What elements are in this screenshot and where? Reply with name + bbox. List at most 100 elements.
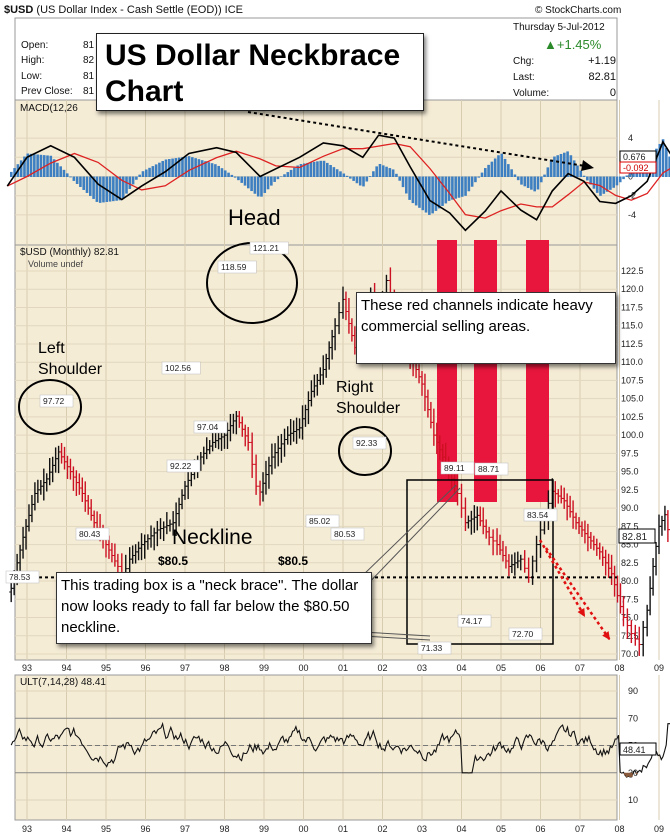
macd-histogram-bar (612, 176, 615, 188)
macd-histogram-bar (605, 176, 609, 192)
macd-histogram-bar (441, 176, 444, 206)
macd-y-tick-label: -4 (628, 210, 636, 220)
macd-histogram-bar (29, 153, 33, 177)
macd-histogram-bar (217, 165, 220, 177)
macd-histogram-bar (487, 164, 490, 177)
macd-histogram-bar (263, 176, 267, 193)
macd-histogram-bar (56, 162, 59, 177)
ult-x-tick-label: 09 (654, 824, 664, 834)
change-pct: ▲+1.45% (544, 37, 602, 52)
price-value-box (474, 462, 509, 476)
macd-histogram-bar (154, 164, 158, 177)
macd-histogram-bar (214, 164, 217, 177)
macd-histogram-bar (628, 172, 632, 177)
macd-histogram-bar (437, 176, 441, 209)
ult-y-tick-label: 90 (628, 686, 638, 696)
y-tick-label: 102.5 (621, 412, 644, 422)
price-value-box (440, 461, 475, 475)
macd-histogram-bar (233, 176, 237, 178)
macd-histogram-bar (23, 156, 26, 177)
y-tick-label: 75.0 (621, 613, 639, 623)
prev-close-label: Prev Close: (21, 86, 73, 97)
macd-histogram-bar (75, 176, 79, 184)
y-tick-label: 115.0 (621, 321, 643, 331)
price-value-label: 83.54 (527, 510, 549, 520)
price-value-label: 92.33 (356, 438, 378, 448)
y-tick-label: 112.5 (621, 339, 643, 349)
price-value-box (193, 420, 228, 434)
price-value-box (39, 394, 74, 408)
x-tick-label: 97 (180, 663, 190, 673)
macd-histogram-bar (566, 151, 569, 177)
x-tick-label: 00 (298, 663, 308, 673)
price-value-box (417, 641, 452, 655)
x-tick-label: 95 (101, 663, 111, 673)
red-channels-note-text: These red channels indicate heavy commer… (361, 297, 593, 335)
macd-y-tick-label: 4 (628, 133, 633, 143)
macd-histogram-bar (191, 157, 194, 177)
left-shoulder-label: Left Shoulder (38, 340, 103, 378)
macd-histogram-bar (95, 176, 99, 202)
ult-x-tick-label: 93 (22, 824, 32, 834)
macd-histogram-bar (553, 156, 556, 177)
macd-histogram-bar (289, 169, 293, 177)
macd-histogram-bar (411, 176, 415, 204)
macd-histogram-bar (306, 162, 309, 177)
macd-histogram-bar (345, 175, 349, 177)
ult-x-tick-label: 97 (180, 824, 190, 834)
note-pointer (361, 631, 431, 637)
note-pointer (361, 635, 431, 641)
macd-histogram-bar (266, 176, 270, 190)
macd-histogram-bar (335, 169, 339, 177)
volume-value: 0 (609, 87, 616, 99)
volume-undef-label: Volume undef (28, 259, 84, 269)
last-value-tag (618, 528, 656, 544)
macd-signal-line (7, 142, 670, 219)
left-shoulder-circle (18, 379, 82, 435)
macd-histogram-bar (507, 164, 510, 177)
macd-label: MACD(12,26 (20, 103, 78, 114)
x-tick-label: 03 (417, 663, 427, 673)
price-value-label: 88.71 (478, 464, 500, 474)
macd-histogram-bar (661, 139, 665, 177)
macd-histogram-bar (569, 155, 573, 177)
x-tick-label: 09 (654, 663, 664, 673)
source-label: © StockCharts.com (535, 5, 622, 16)
macd-histogram-bar (184, 156, 188, 177)
macd-histogram-bar (237, 176, 240, 181)
macd-histogram-bar (69, 176, 72, 178)
macd-histogram-bar (368, 176, 372, 177)
macd-histogram-bar (464, 176, 467, 196)
price-value-label: 97.72 (43, 396, 65, 406)
macd-histogram-bar (52, 159, 56, 177)
macd-histogram-bar (460, 176, 464, 197)
macd-histogram-bar (434, 176, 438, 211)
macd-histogram-bar (98, 176, 102, 203)
macd-histogram-bar (299, 163, 303, 177)
macd-histogram-bar (322, 160, 326, 177)
ult-x-tick-label: 03 (417, 824, 427, 834)
macd-histogram-bar (121, 176, 125, 199)
macd-histogram-bar (454, 176, 457, 199)
ult-y-tick-label: 10 (628, 795, 638, 805)
macd-histogram-bar (26, 153, 30, 177)
neckline-value-left: $80.5 (158, 554, 189, 568)
note-pointer (361, 487, 461, 591)
macd-histogram-bar (309, 162, 313, 177)
macd-histogram-bar (65, 173, 69, 177)
ult-x-tick-label: 04 (456, 824, 466, 834)
head-label: Head (228, 205, 281, 230)
macd-histogram-bar (10, 171, 13, 177)
macd-histogram-bar (418, 176, 421, 208)
macd-histogram-bar (164, 159, 168, 177)
macd-histogram-bar (362, 176, 365, 187)
macd-histogram-bar (108, 176, 112, 202)
ult-line (10, 721, 670, 778)
macd-histogram-bar (530, 176, 533, 190)
macd-histogram-bar (395, 173, 398, 177)
x-tick-label: 98 (219, 663, 229, 673)
macd-histogram-bar (125, 176, 128, 194)
macd-histogram-bar (319, 160, 323, 177)
macd-histogram-bar (352, 176, 355, 181)
macd-histogram-bar (181, 157, 184, 177)
